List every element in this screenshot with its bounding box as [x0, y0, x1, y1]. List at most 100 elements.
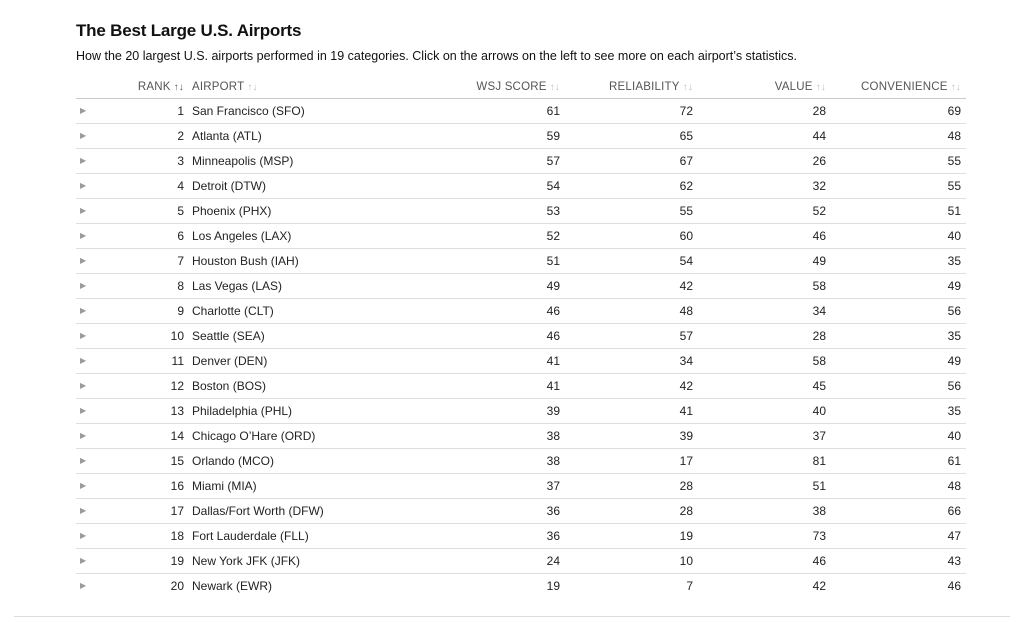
sort-arrows-icon[interactable]: ↑↓ [247, 82, 258, 93]
header-value[interactable]: VALUE ↑↓ [726, 76, 826, 99]
expand-arrow-icon[interactable]: ▶ [80, 206, 87, 215]
header-wsj-score[interactable]: WSJ SCORE ↑↓ [456, 76, 560, 99]
expand-arrow-icon[interactable]: ▶ [80, 456, 87, 465]
airport-cell: Newark (EWR) [192, 579, 272, 593]
value-cell: 44 [812, 129, 826, 143]
sort-arrows-icon[interactable]: ↑↓ [549, 82, 560, 93]
wsj-score-cell: 57 [546, 154, 560, 168]
expand-arrow-icon[interactable]: ▶ [80, 481, 87, 490]
value-cell: 38 [812, 504, 826, 518]
convenience-cell: 35 [947, 329, 961, 343]
value-cell: 42 [812, 579, 826, 593]
rank-cell: 6 [177, 229, 184, 243]
table-row: ▶ 9 Charlotte (CLT) 46 48 34 56 [76, 299, 966, 324]
airport-cell: Seattle (SEA) [192, 329, 265, 343]
wsj-score-cell: 52 [546, 229, 560, 243]
expand-arrow-icon[interactable]: ▶ [80, 531, 87, 540]
table-row: ▶ 5 Phoenix (PHX) 53 55 52 51 [76, 199, 966, 224]
convenience-cell: 49 [947, 354, 961, 368]
reliability-cell: 54 [679, 254, 693, 268]
table-row: ▶ 10 Seattle (SEA) 46 57 28 35 [76, 324, 966, 349]
reliability-cell: 28 [679, 504, 693, 518]
expand-arrow-icon[interactable]: ▶ [80, 156, 87, 165]
convenience-cell: 43 [947, 554, 961, 568]
expand-arrow-icon[interactable]: ▶ [80, 506, 87, 515]
expand-arrow-icon[interactable]: ▶ [80, 106, 87, 115]
rank-cell: 15 [170, 454, 184, 468]
airport-cell: Los Angeles (LAX) [192, 229, 292, 243]
rank-cell: 17 [170, 504, 184, 518]
table-row: ▶ 3 Minneapolis (MSP) 57 67 26 55 [76, 149, 966, 174]
expand-arrow-icon[interactable]: ▶ [80, 406, 87, 415]
rank-cell: 3 [177, 154, 184, 168]
reliability-cell: 41 [679, 404, 693, 418]
airport-cell: Dallas/Fort Worth (DFW) [192, 504, 324, 518]
sort-arrows-icon[interactable]: ↑↓ [682, 82, 693, 93]
value-cell: 28 [812, 104, 826, 118]
airport-cell: Chicago O’Hare (ORD) [192, 429, 316, 443]
airport-cell: Las Vegas (LAS) [192, 279, 283, 293]
airport-cell: Houston Bush (IAH) [192, 254, 299, 268]
rank-cell: 19 [170, 554, 184, 568]
expand-arrow-icon[interactable]: ▶ [80, 256, 87, 265]
convenience-cell: 49 [947, 279, 961, 293]
table-row: ▶ 15 Orlando (MCO) 38 17 81 61 [76, 449, 966, 474]
sort-arrows-icon[interactable]: ↑↓ [173, 82, 184, 93]
wsj-score-cell: 39 [546, 404, 560, 418]
reliability-cell: 62 [679, 179, 693, 193]
value-cell: 52 [812, 204, 826, 218]
airports-graphic: The Best Large U.S. Airports How the 20 … [76, 20, 966, 593]
reliability-cell: 48 [679, 304, 693, 318]
wsj-score-cell: 59 [546, 129, 560, 143]
airport-cell: New York JFK (JFK) [192, 554, 301, 568]
page-title: The Best Large U.S. Airports [76, 21, 302, 40]
header-airport[interactable]: AIRPORT ↑↓ [192, 76, 412, 99]
header-convenience[interactable]: CONVENIENCE ↑↓ [856, 76, 961, 99]
header-rank[interactable]: RANK ↑↓ [96, 76, 184, 99]
sort-arrows-icon[interactable]: ↑↓ [815, 82, 826, 93]
expand-arrow-icon[interactable]: ▶ [80, 381, 87, 390]
expand-arrow-icon[interactable]: ▶ [80, 556, 87, 565]
reliability-cell: 55 [679, 204, 693, 218]
expand-arrow-icon[interactable]: ▶ [80, 356, 87, 365]
rank-cell: 14 [170, 429, 184, 443]
header-reliability[interactable]: RELIABILITY ↑↓ [596, 76, 693, 99]
table-row: ▶ 4 Detroit (DTW) 54 62 32 55 [76, 174, 966, 199]
rank-cell: 11 [171, 354, 184, 368]
convenience-cell: 56 [947, 304, 961, 318]
table-row: ▶ 13 Philadelphia (PHL) 39 41 40 35 [76, 399, 966, 424]
convenience-cell: 48 [947, 129, 961, 143]
expand-arrow-icon[interactable]: ▶ [80, 306, 87, 315]
expand-arrow-icon[interactable]: ▶ [80, 331, 87, 340]
airports-table: RANK ↑↓ AIRPORT ↑↓ WSJ SCORE ↑↓ RELIABILITY… [76, 76, 966, 598]
reliability-cell: 72 [679, 104, 693, 118]
expand-arrow-icon[interactable]: ▶ [80, 431, 87, 440]
expand-arrow-icon[interactable]: ▶ [80, 181, 87, 190]
wsj-score-cell: 36 [546, 529, 560, 543]
wsj-score-cell: 46 [546, 329, 560, 343]
header-convenience-label: CONVENIENCE [861, 81, 948, 93]
expand-arrow-icon[interactable]: ▶ [80, 231, 87, 240]
value-cell: 46 [812, 229, 826, 243]
value-cell: 49 [812, 254, 826, 268]
wsj-score-cell: 41 [546, 354, 560, 368]
reliability-cell: 10 [679, 554, 693, 568]
value-cell: 40 [812, 404, 826, 418]
value-cell: 58 [812, 354, 826, 368]
convenience-cell: 61 [947, 454, 961, 468]
airport-cell: Boston (BOS) [192, 379, 267, 393]
table-row: ▶ 2 Atlanta (ATL) 59 65 44 48 [76, 124, 966, 149]
sort-arrows-icon[interactable]: ↑↓ [950, 82, 961, 93]
reliability-cell: 39 [679, 429, 693, 443]
airport-cell: Philadelphia (PHL) [192, 404, 293, 418]
expand-arrow-icon[interactable]: ▶ [80, 281, 87, 290]
convenience-cell: 56 [947, 379, 961, 393]
reliability-cell: 19 [679, 529, 693, 543]
header-reliability-label: RELIABILITY [609, 81, 680, 93]
value-cell: 58 [812, 279, 826, 293]
airport-cell: Miami (MIA) [192, 479, 257, 493]
wsj-score-cell: 36 [546, 504, 560, 518]
expand-arrow-icon[interactable]: ▶ [80, 131, 87, 140]
convenience-cell: 35 [947, 254, 961, 268]
expand-arrow-icon[interactable]: ▶ [80, 581, 87, 590]
